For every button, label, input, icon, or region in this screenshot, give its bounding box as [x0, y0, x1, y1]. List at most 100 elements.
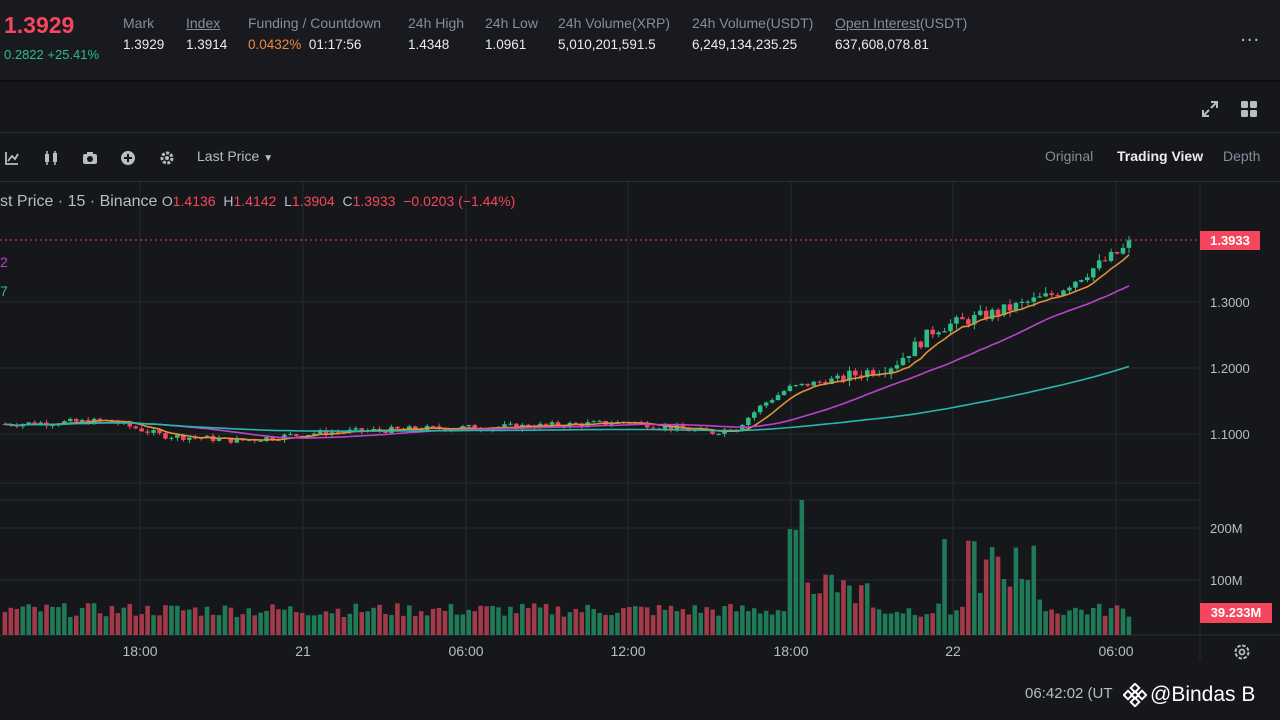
candle-body — [1073, 281, 1078, 288]
volume-bar — [311, 615, 317, 635]
volume-bar — [377, 604, 382, 635]
volume-bar — [1085, 614, 1090, 635]
chart-settings-icon[interactable] — [1233, 643, 1251, 661]
volume-bar — [1114, 605, 1120, 635]
candle-type-icon[interactable] — [43, 150, 59, 166]
volume-bar — [989, 546, 995, 635]
volume-bar — [698, 612, 703, 635]
candle-body — [1108, 251, 1114, 261]
price-source-dropdown[interactable]: Last Price ▼ — [197, 148, 273, 164]
volume-bar — [633, 606, 638, 635]
volume-bar — [841, 580, 846, 635]
volume-bar — [514, 613, 519, 635]
volume-bar — [686, 614, 692, 635]
watermark-text: @Bindas B — [1150, 683, 1256, 706]
volume-bar — [412, 616, 418, 635]
candle-body — [543, 423, 549, 425]
stat-index[interactable]: Index 1.3914 — [186, 15, 227, 52]
volume-bar — [662, 609, 668, 635]
volume-bar — [85, 603, 91, 635]
volume-bar — [853, 603, 858, 635]
candle-body — [228, 437, 234, 443]
volume-bar — [888, 613, 894, 635]
candle-body — [662, 425, 668, 429]
indicator-icon[interactable] — [4, 150, 20, 166]
volume-bar — [906, 608, 912, 635]
volume-bar — [1025, 580, 1031, 635]
layout-grid-icon[interactable] — [1240, 100, 1258, 118]
stat-open-interest[interactable]: Open Interest(USDT) 637,608,078.81 — [835, 15, 967, 52]
candle-body — [1079, 280, 1084, 282]
volume-bar — [900, 613, 906, 635]
tab-trading-view[interactable]: Trading View — [1117, 148, 1204, 164]
volume-bar — [305, 615, 311, 635]
volume-bar — [157, 615, 162, 635]
volume-bar — [103, 616, 109, 635]
chart-toolbar — [0, 133, 1280, 182]
tab-depth[interactable]: Depth — [1223, 148, 1261, 164]
candle-body — [1049, 293, 1054, 296]
volume-bar — [936, 603, 941, 635]
volume-bar — [216, 615, 222, 635]
volume-bar — [198, 615, 204, 635]
stat-value: 6,249,134,235.25 — [692, 37, 798, 52]
volume-bar — [73, 615, 79, 635]
volume-bar — [1061, 614, 1066, 635]
volume-bar — [436, 608, 442, 635]
volume-bar — [169, 605, 174, 635]
candle-body — [995, 309, 1001, 316]
volume-bar — [204, 606, 210, 635]
candle-body — [787, 385, 793, 392]
stat-funding: Funding / Countdown 0.0432% 01:17:56 — [248, 15, 381, 52]
volume-bar — [210, 614, 216, 635]
candle-body — [508, 423, 513, 425]
volume-bar — [864, 583, 870, 635]
add-icon[interactable] — [120, 150, 136, 166]
price-chart[interactable]: 1.3000 1.2000 1.1000 200M 100M — [0, 182, 1280, 660]
candle-body — [1114, 251, 1120, 254]
candle-body — [79, 419, 85, 422]
current-price-tag: 1.3933 — [1200, 231, 1260, 250]
expand-icon[interactable] — [1201, 100, 1219, 118]
stat-label: 24h High — [408, 15, 465, 31]
volume-bar — [175, 605, 180, 635]
stat-label: Mark — [123, 15, 155, 31]
candle-body — [234, 438, 240, 443]
open-interest-link[interactable]: Open Interest — [835, 15, 920, 31]
stat-24h-volume-xrp: 24h Volume(XRP) 5,010,201,591.5 — [558, 15, 670, 52]
candle-body — [1096, 260, 1102, 269]
time-tick: 18:00 — [122, 643, 158, 659]
tab-original[interactable]: Original — [1045, 148, 1094, 164]
camera-icon[interactable] — [82, 150, 98, 166]
candle-body — [888, 368, 894, 374]
candle-body — [781, 391, 787, 396]
volume-bar — [1108, 608, 1114, 635]
stat-label[interactable]: Open Interest(USDT) — [835, 15, 967, 31]
volume-bar — [163, 605, 168, 635]
gear-icon[interactable] — [159, 150, 175, 166]
volume-bar — [1019, 578, 1025, 635]
volume-bar — [912, 615, 918, 635]
volume-bar — [1096, 603, 1102, 635]
stat-label[interactable]: Index — [186, 15, 221, 31]
candle-body — [97, 418, 103, 421]
volume-bar — [972, 541, 977, 635]
candle-body — [983, 310, 989, 320]
candle-body — [2, 424, 8, 426]
volume-bar — [591, 609, 596, 635]
more-options-button[interactable]: ... — [1240, 24, 1260, 46]
volume-bar — [115, 613, 121, 635]
volume-bar — [1049, 609, 1054, 635]
volume-bar — [799, 500, 805, 635]
volume-bar — [151, 615, 156, 635]
volume-bar — [335, 608, 341, 635]
volume-bar — [835, 592, 840, 635]
funding-countdown: 01:17:56 — [308, 37, 362, 52]
volume-bar — [288, 606, 293, 635]
candle-body — [68, 418, 73, 422]
volume-bar — [222, 605, 228, 635]
candle-body — [757, 405, 763, 413]
volume-bar — [1079, 609, 1084, 635]
open-label: O — [161, 193, 173, 209]
volume-bar — [585, 604, 590, 635]
